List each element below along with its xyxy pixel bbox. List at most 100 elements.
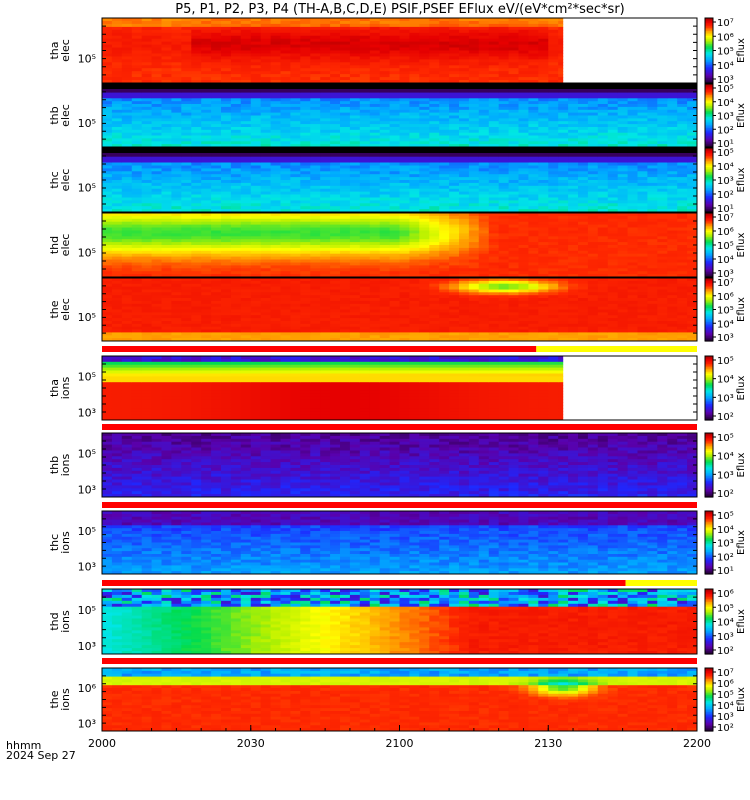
heatmap-cell <box>141 153 153 158</box>
heatmap-cell <box>359 68 371 72</box>
heatmap-cell <box>221 65 232 69</box>
heatmap-cell <box>399 174 410 178</box>
heatmap-cell <box>111 80 123 84</box>
heatmap-cell <box>359 44 371 49</box>
heatmap-cell <box>121 165 133 169</box>
heatmap-cell <box>349 127 361 131</box>
heatmap-cell <box>379 162 391 166</box>
heatmap-cell <box>409 162 420 166</box>
heatmap-cell <box>280 242 291 246</box>
heatmap-cell <box>657 185 668 190</box>
heatmap-cell <box>369 262 381 266</box>
heatmap-cell <box>389 44 400 49</box>
heatmap-cell <box>102 245 113 249</box>
heatmap-cell <box>548 188 559 193</box>
heatmap-cell <box>141 200 153 204</box>
heatmap-cell <box>498 230 510 234</box>
heatmap-cell <box>508 35 519 40</box>
heatmap-cell <box>409 182 420 187</box>
heatmap-cell <box>597 95 609 99</box>
colorbar-segment <box>705 61 713 65</box>
heatmap-cell <box>151 262 162 266</box>
heatmap-cell <box>151 68 162 72</box>
heatmap-cell <box>587 200 599 204</box>
heatmap-cell <box>568 194 579 198</box>
heatmap-cell <box>131 62 143 66</box>
heatmap-cell <box>449 65 460 69</box>
heatmap-cell <box>131 92 143 96</box>
heatmap-cell <box>300 221 311 226</box>
heatmap-cell <box>459 38 470 43</box>
heatmap-cell <box>320 218 331 223</box>
heatmap-cell <box>181 135 192 139</box>
heatmap-cell <box>528 56 539 60</box>
heatmap-cell <box>141 112 153 116</box>
heatmap-cell <box>300 41 311 46</box>
heatmap-cell <box>221 182 232 187</box>
heatmap-cell <box>379 159 391 163</box>
heatmap-cell <box>439 98 450 102</box>
heatmap-cell <box>468 174 480 178</box>
heatmap-cell <box>349 71 361 75</box>
heatmap-cell <box>369 59 381 63</box>
heatmap-cell <box>518 109 529 114</box>
heatmap-cell <box>300 182 311 187</box>
heatmap-cell <box>379 68 391 72</box>
heatmap-cell <box>528 262 539 266</box>
colorbar-segment <box>705 113 713 117</box>
heatmap-cell <box>181 209 192 213</box>
heatmap-cell <box>419 80 430 84</box>
heatmap-cell <box>102 50 113 54</box>
heatmap-cell <box>211 35 222 40</box>
heatmap-cell <box>399 62 410 66</box>
heatmap-cell <box>141 209 153 213</box>
heatmap-cell <box>191 56 202 60</box>
heatmap-cell <box>568 177 579 181</box>
heatmap-cell <box>221 50 232 54</box>
heatmap-cell <box>399 26 410 31</box>
heatmap-cell <box>211 253 222 258</box>
heatmap-cell <box>270 38 281 43</box>
heatmap-cell <box>449 129 460 134</box>
heatmap-cell <box>111 262 123 266</box>
heatmap-cell <box>240 50 252 54</box>
heatmap-cell <box>518 236 529 240</box>
heatmap-cell <box>459 233 470 237</box>
heatmap-cell <box>498 38 510 43</box>
heatmap-cell <box>349 191 361 195</box>
heatmap-cell <box>131 191 143 195</box>
heatmap-cell <box>201 218 212 223</box>
heatmap-cell <box>498 168 510 172</box>
heatmap-cell <box>528 194 539 198</box>
heatmap-cell <box>300 256 311 260</box>
y-axis-label: thaelec <box>48 39 72 62</box>
y-tick-label: 10⁵ <box>78 52 96 65</box>
heatmap-cell <box>449 245 460 249</box>
heatmap-cell <box>369 129 381 134</box>
heatmap-cell <box>310 262 321 266</box>
heatmap-cell <box>359 144 371 148</box>
heatmap-cell <box>121 21 133 25</box>
heatmap-cell <box>121 53 133 57</box>
heatmap-cell <box>181 21 192 25</box>
heatmap-cell <box>538 124 549 128</box>
heatmap-cell <box>201 177 212 181</box>
heatmap-cell <box>439 191 450 195</box>
heatmap-cell <box>102 95 113 99</box>
heatmap-cell <box>459 109 470 114</box>
heatmap-cell <box>121 95 133 99</box>
heatmap-cell <box>538 259 549 263</box>
heatmap-cell <box>637 141 648 145</box>
heatmap-cell <box>687 127 697 131</box>
heatmap-cell <box>498 65 510 69</box>
heatmap-cell <box>111 47 123 51</box>
heatmap-cell <box>349 32 361 37</box>
heatmap-cell <box>587 95 599 99</box>
heatmap-cell <box>359 47 371 51</box>
heatmap-cell <box>439 47 450 51</box>
heatmap-cell <box>340 274 351 278</box>
heatmap-cell <box>558 44 564 49</box>
heatmap-cell <box>558 53 564 57</box>
heatmap-cell <box>538 18 549 22</box>
